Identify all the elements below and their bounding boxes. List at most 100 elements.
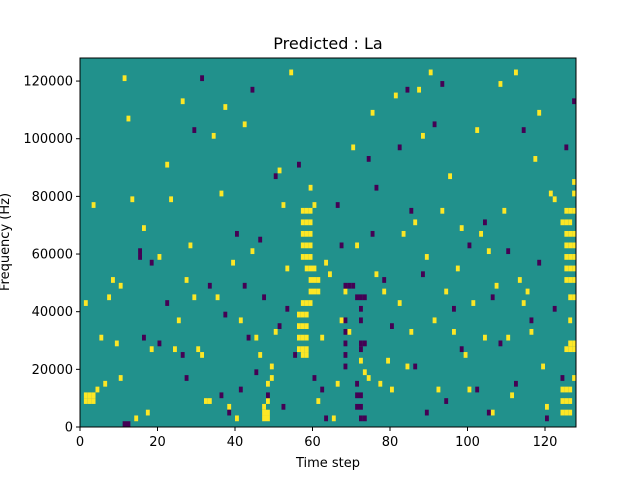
heatmap-cell (83, 392, 88, 399)
heatmap-cell (370, 109, 375, 116)
heatmap-cell (308, 219, 313, 226)
heatmap-cell (568, 207, 573, 214)
heatmap-cell (560, 398, 565, 404)
heatmap-cell (273, 328, 278, 335)
heatmap-cell (564, 277, 569, 283)
heatmap-cell (432, 121, 437, 128)
heatmap-cell (91, 392, 96, 399)
heatmap-cell (428, 69, 433, 76)
heatmap-cell (262, 409, 267, 416)
heatmap-cell (235, 230, 239, 237)
heatmap-cell (246, 334, 251, 341)
x-axis: 0 20 40 60 80 100 120 (76, 427, 557, 450)
heatmap-cell (300, 323, 305, 329)
heatmap-cell (390, 386, 394, 393)
heatmap-cell (165, 161, 170, 168)
heatmap-cell (467, 386, 472, 393)
heatmap-cell (541, 363, 546, 370)
heatmap-cell (122, 421, 127, 427)
heatmap-cell (448, 173, 453, 180)
heatmap-cell (339, 242, 344, 249)
heatmap-cell (564, 409, 569, 416)
heatmap-cell (378, 380, 383, 387)
heatmap-cell (382, 288, 387, 295)
heatmap-cell (572, 375, 577, 381)
heatmap-cell (99, 334, 104, 341)
heatmap-cell (258, 236, 263, 243)
heatmap-cell (382, 277, 387, 283)
heatmap-cell (281, 403, 286, 410)
heatmap-cell (304, 346, 309, 353)
heatmap-cell (95, 386, 100, 393)
heatmap-cell (200, 352, 205, 358)
heatmap-cell (91, 202, 96, 208)
heatmap-cell (514, 380, 518, 387)
heatmap-cell (304, 311, 309, 318)
heatmap-cell (308, 184, 313, 191)
heatmap-cell (498, 340, 503, 347)
heatmap-cell (490, 294, 495, 301)
heatmap-cell (111, 277, 115, 283)
heatmap-cell (568, 386, 573, 393)
heatmap-cell (281, 202, 286, 208)
heatmap-cell (397, 300, 402, 306)
heatmap-cell (564, 398, 569, 404)
heatmap-cell (114, 340, 119, 347)
heatmap-cell (374, 184, 379, 191)
heatmap-cells (83, 69, 577, 427)
heatmap-cell (432, 317, 437, 324)
heatmap-cell (223, 311, 228, 318)
heatmap-cell (568, 317, 573, 324)
heatmap-cell (359, 346, 363, 353)
x-tick-label: 80 (382, 435, 399, 450)
y-tick-label: 20000 (32, 363, 73, 378)
heatmap-cell (467, 242, 472, 249)
heatmap-cell (568, 340, 573, 347)
y-axis-title: Frequency (Hz) (0, 193, 13, 291)
heatmap-cell (552, 196, 557, 203)
heatmap-cell (308, 277, 313, 283)
heatmap-cell (572, 98, 577, 105)
heatmap-cell (564, 144, 569, 151)
heatmap-cell (483, 334, 487, 341)
heatmap-cell (300, 242, 305, 249)
heatmap-cell (297, 334, 301, 341)
heatmap-cell (455, 265, 460, 272)
heatmap-cell (572, 242, 577, 249)
heatmap-cell (424, 409, 429, 416)
y-tick-label: 100000 (23, 132, 73, 147)
heatmap-cell (362, 369, 367, 376)
heatmap-cell (568, 398, 573, 404)
plot-background (80, 58, 576, 427)
heatmap-cell (173, 346, 177, 353)
heatmap-cell (490, 409, 495, 416)
heatmap-cell (165, 300, 170, 306)
heatmap-cell (184, 375, 189, 381)
heatmap-cell (262, 415, 267, 422)
heatmap-cell (417, 86, 422, 93)
heatmap-cell (339, 317, 344, 324)
heatmap-cell (297, 161, 301, 168)
heatmap-cell (405, 86, 410, 93)
heatmap-cell (223, 104, 228, 110)
heatmap-cell (351, 144, 356, 151)
heatmap-cell (521, 127, 526, 133)
heatmap-cell (300, 346, 305, 353)
heatmap-cell (157, 254, 162, 260)
heatmap-cell (266, 415, 270, 422)
heatmap-cell (506, 248, 511, 255)
heatmap-cell (320, 386, 325, 393)
heatmap-cell (444, 398, 449, 404)
heatmap-cell (572, 179, 577, 185)
plot-frame (79, 57, 577, 428)
heatmap-cell (328, 271, 332, 278)
heatmap-cell (572, 346, 577, 353)
heatmap-cell (238, 317, 243, 324)
heatmap-cell (545, 403, 549, 410)
heatmap-cell (126, 421, 131, 427)
heatmap-cell (157, 340, 162, 347)
y-tick-label: 120000 (23, 75, 73, 90)
heatmap-cell (514, 69, 518, 76)
heatmap-cell (126, 115, 131, 122)
heatmap-cell (266, 392, 270, 399)
